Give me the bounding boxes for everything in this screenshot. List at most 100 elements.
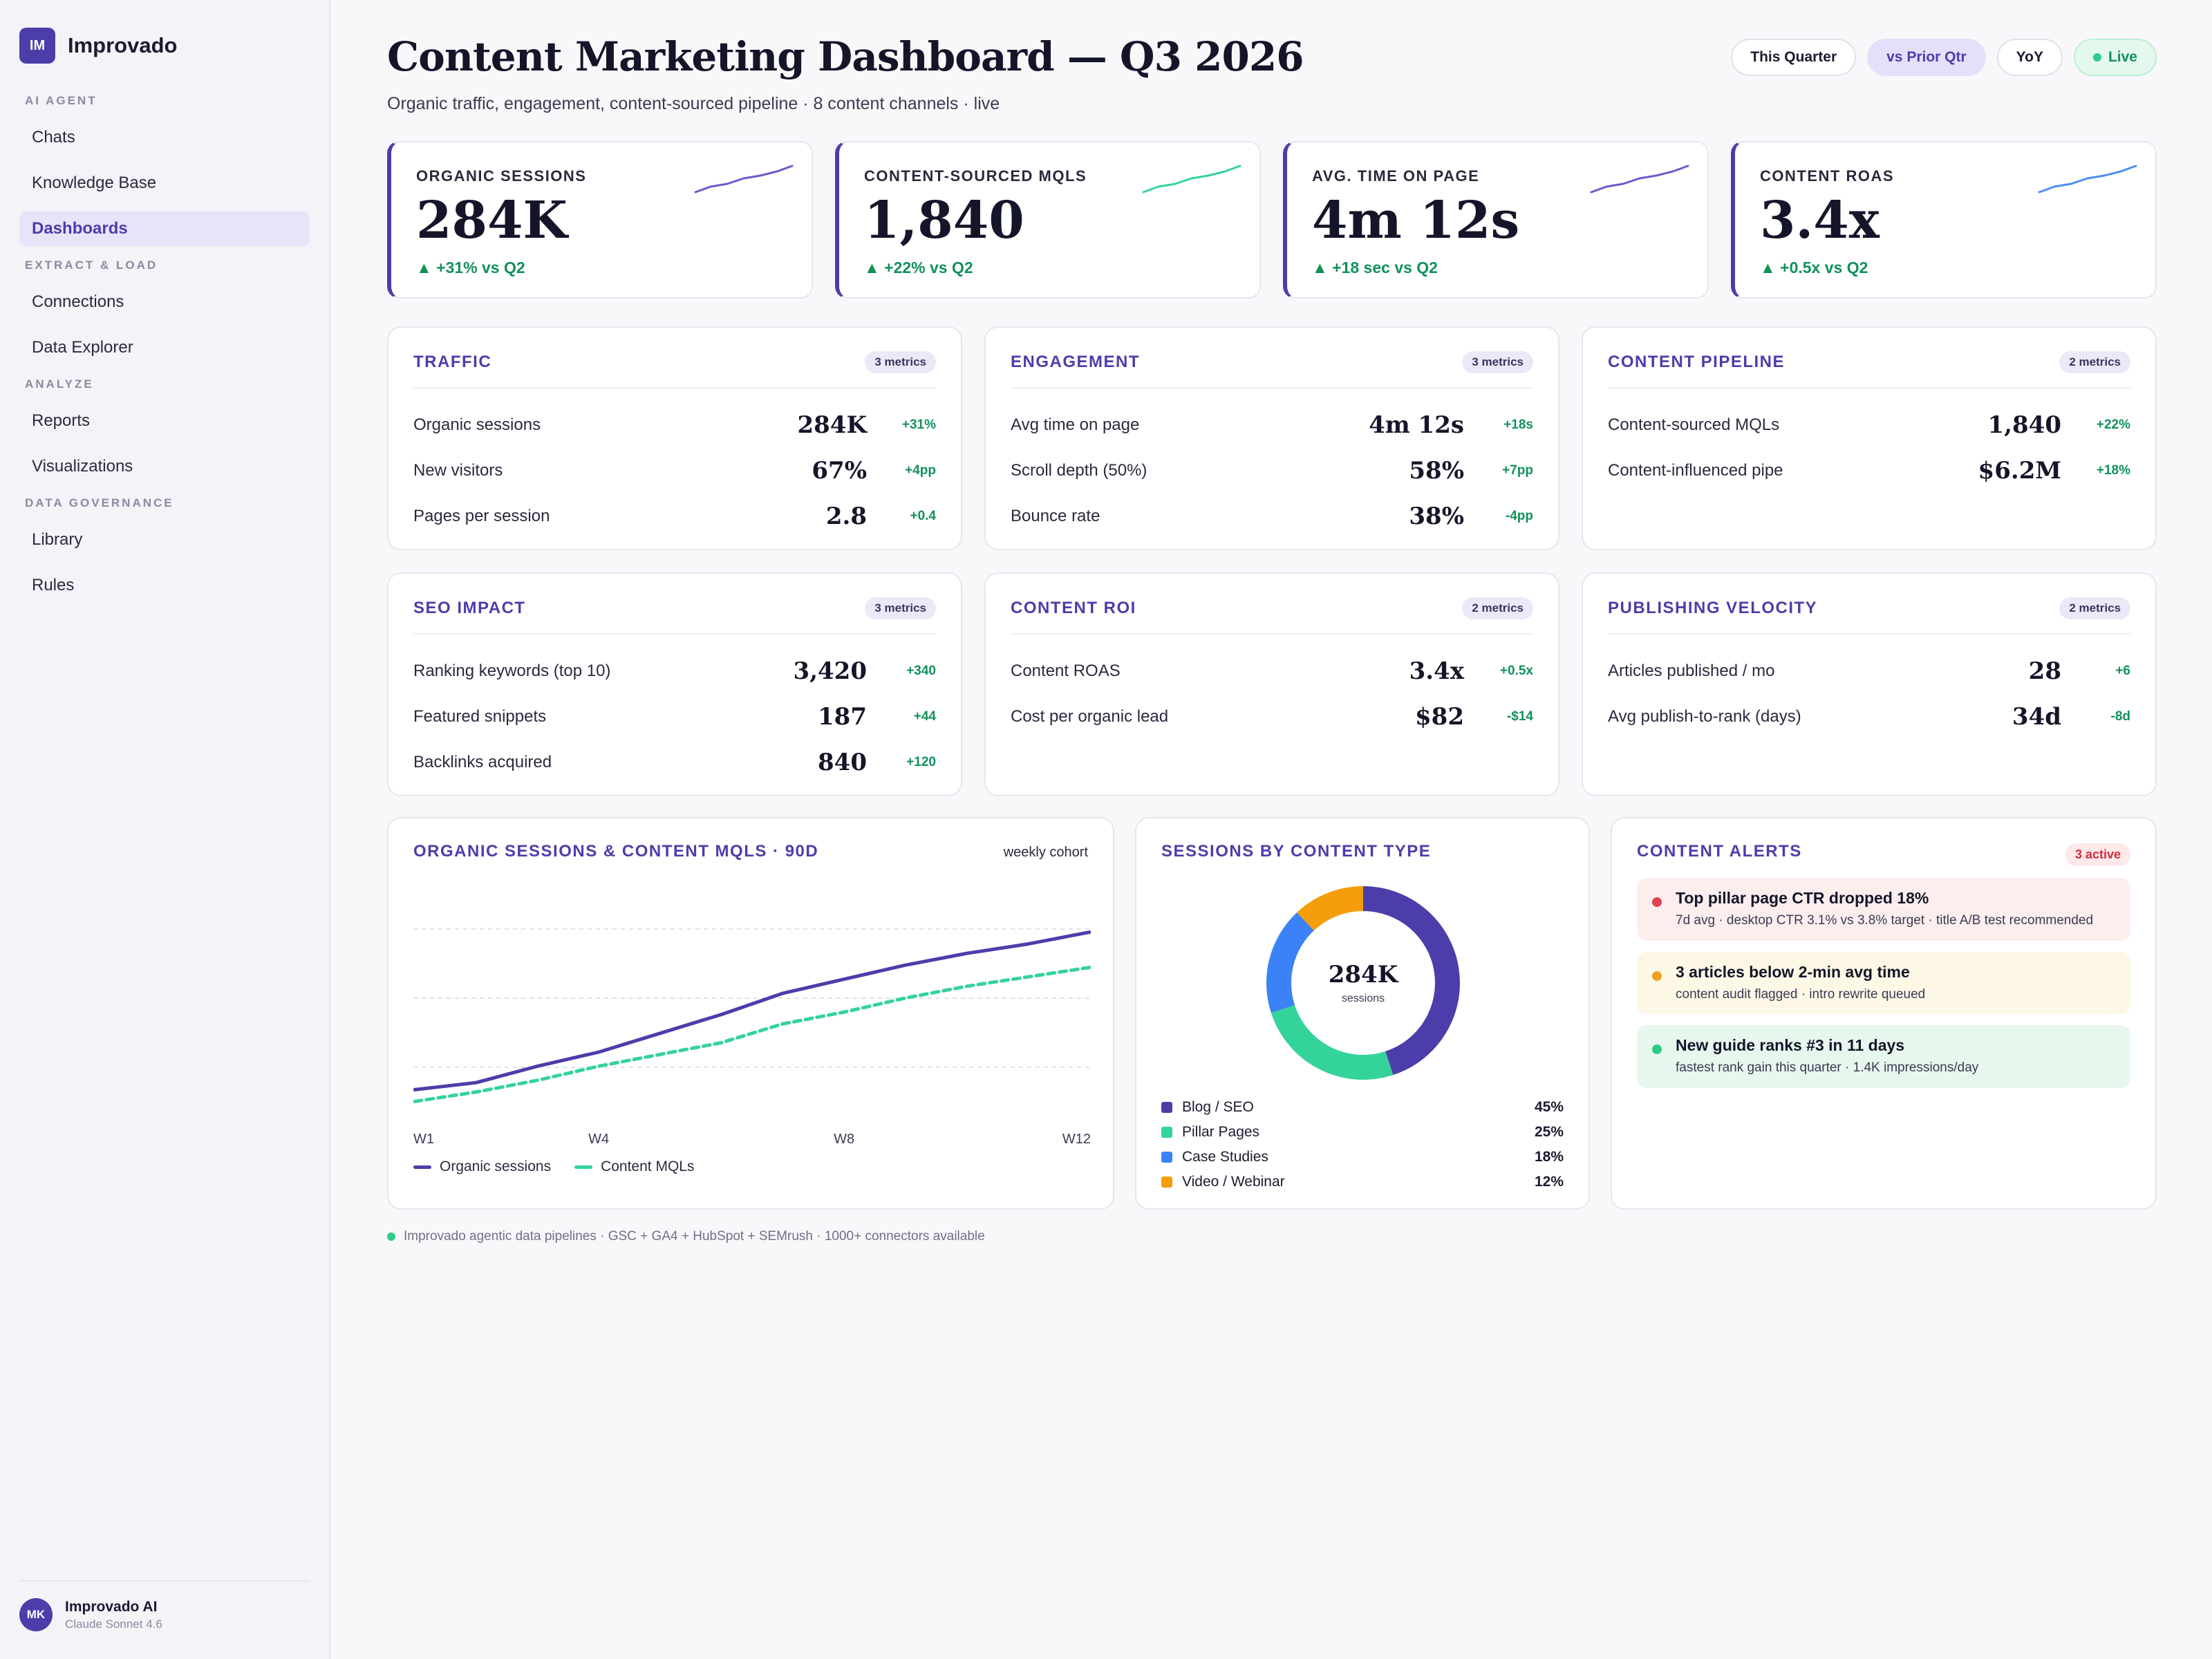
legend-value: 12% (1534, 1174, 1564, 1190)
donut-center-value: 284K (1328, 961, 1398, 988)
line-chart (413, 928, 1091, 1103)
sidebar-item-knowledge-base[interactable]: Knowledge Base (32, 174, 157, 192)
nav-section-label: EXTRACT & LOAD (25, 259, 158, 272)
user-name: Improvado AI (65, 1598, 158, 1615)
sidebar-item-connections[interactable]: Connections (32, 292, 124, 311)
alert-detail: fastest rank gain this quarter · 1.4K im… (1676, 1060, 1979, 1076)
metric-value: 1,840 (1987, 411, 2061, 439)
metric-row: Content-influenced pipe $6.2M +18% (1608, 448, 2130, 494)
sidebar-item-library[interactable]: Library (32, 530, 83, 549)
metric-row: Articles published / mo 28 +6 (1608, 648, 2130, 694)
legend-item: Content MQLs (574, 1159, 694, 1175)
sidebar-item-chats[interactable]: Chats (32, 128, 75, 147)
nav-section-label: ANALYZE (25, 377, 94, 391)
sidebar-item-rules[interactable]: Rules (32, 576, 75, 594)
live-dot-icon (2092, 53, 2101, 62)
metric-delta: +18% (2096, 463, 2130, 478)
sidebar-item-reports[interactable]: Reports (32, 411, 91, 430)
metric-label: Content-sourced MQLs (1608, 415, 1780, 434)
metric-row: Avg publish-to-rank (days) 34d -8d (1608, 694, 2130, 740)
metric-label: Organic sessions (413, 415, 541, 434)
legend-item: Organic sessions (413, 1159, 551, 1175)
kpi-label: AVG. TIME ON PAGE (1312, 167, 1480, 185)
card-title: CONTENT ROI (1011, 599, 1136, 617)
user-model: Claude Sonnet 4.6 (65, 1617, 162, 1631)
sidebar-item-dashboards[interactable]: Dashboards (19, 212, 310, 246)
metric-label: Scroll depth (50%) (1011, 461, 1147, 480)
alert-item[interactable]: New guide ranks #3 in 11 days fastest ran… (1637, 1025, 2130, 1088)
metric-value: 284K (797, 411, 867, 439)
metric-value: 3,420 (793, 657, 867, 685)
legend-swatch (1161, 1102, 1172, 1113)
metric-label: Pages per session (413, 507, 550, 525)
metric-value: 34d (2012, 703, 2061, 731)
nav-group: DATA GOVERNANCE Library Rules (19, 496, 310, 603)
metrics-count-chip: 2 metrics (2059, 597, 2130, 619)
metric-row: Scroll depth (50%) 58% +7pp (1011, 448, 1533, 494)
kpi-card-content-roas: CONTENT ROAS 3.4x ▲ +0.5x vs Q2 (1731, 141, 2157, 299)
kpi-value: 284K (416, 191, 568, 250)
metric-value: 38% (1409, 503, 1464, 530)
filter-vs-prior-qtr[interactable]: vs Prior Qtr (1867, 39, 1986, 76)
nav-group: EXTRACT & LOAD Connections Data Explorer (19, 259, 310, 365)
metric-label: Backlinks acquired (413, 753, 552, 771)
metric-value: 2.8 (825, 503, 867, 530)
line-chart-panel: ORGANIC SESSIONS & CONTENT MQLS · 90D we… (387, 817, 1114, 1210)
kpi-value: 1,840 (864, 191, 1024, 250)
metric-delta: +44 (913, 709, 936, 724)
metric-row: Organic sessions 284K +31% (413, 402, 936, 448)
x-tick-label: W4 (588, 1132, 609, 1147)
filter-label: YoY (2016, 49, 2043, 65)
x-axis-ticks: W1 W4 W8 W12 (413, 1132, 1091, 1147)
donut-slice-pillar-pages (1271, 1005, 1394, 1080)
card-title: ENGAGEMENT (1011, 353, 1141, 371)
metric-value: $82 (1415, 703, 1464, 731)
alerts-panel: CONTENT ALERTS 3 active Top pillar page … (1611, 817, 2157, 1210)
metrics-count-chip: 3 metrics (1462, 351, 1533, 373)
metrics-count-chip: 2 metrics (1462, 597, 1533, 619)
metric-delta: -8d (2110, 709, 2131, 724)
metric-delta: +6 (2115, 664, 2130, 678)
alert-item[interactable]: Top pillar page CTR dropped 18% 7d avg · … (1637, 878, 2130, 941)
card-content-pipeline: CONTENT PIPELINE 2 metrics Content-sourced… (1582, 326, 2157, 550)
x-tick-label: W8 (834, 1132, 854, 1147)
metric-label: Bounce rate (1011, 507, 1100, 525)
avatar: MK (19, 1598, 53, 1631)
kpi-card-avg-time-on-page: AVG. TIME ON PAGE 4m 12s ▲ +18 sec vs Q2 (1283, 141, 1709, 299)
metric-delta: -$14 (1506, 709, 1533, 724)
alert-severity-icon (1652, 897, 1662, 907)
footnote-text: Improvado agentic data pipelines · GSC +… (404, 1229, 985, 1244)
metric-row: Featured snippets 187 +44 (413, 694, 936, 740)
sidebar-item-data-explorer[interactable]: Data Explorer (32, 338, 133, 357)
legend-value: 18% (1534, 1149, 1564, 1165)
status-dot-icon (387, 1232, 395, 1241)
alert-item[interactable]: 3 articles below 2-min avg time content a… (1637, 951, 2130, 1015)
filter-yoy[interactable]: YoY (1996, 39, 2063, 76)
metric-value: 4m 12s (1369, 411, 1464, 439)
legend-swatch (413, 1165, 431, 1169)
user-profile[interactable]: MK Improvado AI Claude Sonnet 4.6 (19, 1580, 310, 1631)
kpi-delta: ▲ +22% vs Q2 (864, 259, 973, 276)
metric-value: 840 (818, 749, 867, 776)
filter-live[interactable]: Live (2073, 39, 2157, 76)
kpi-delta: ▲ +31% vs Q2 (416, 259, 525, 276)
nav-section-label: AI AGENT (25, 94, 97, 107)
sidebar-nav: AI AGENT Chats Knowledge Base Dashboards EXT… (19, 94, 310, 603)
bottom-row: ORGANIC SESSIONS & CONTENT MQLS · 90D we… (387, 817, 2157, 1210)
metric-value: 67% (812, 457, 867, 485)
line-chart-title: ORGANIC SESSIONS & CONTENT MQLS · 90D (413, 842, 819, 861)
brand[interactable]: IM Improvado (19, 28, 310, 64)
metric-label: New visitors (413, 461, 503, 480)
sidebar-item-visualizations[interactable]: Visualizations (32, 457, 133, 476)
series-line-content-mqls (413, 966, 1091, 1103)
kpi-card-organic-sessions: ORGANIC SESSIONS 284K ▲ +31% vs Q2 (387, 141, 813, 299)
legend-value: 45% (1534, 1099, 1564, 1115)
cohort-label: weekly cohort (1003, 845, 1088, 860)
filter-label: vs Prior Qtr (1886, 49, 1967, 65)
alert-detail: content audit flagged · intro rewrite qu… (1676, 986, 1926, 1002)
donut-legend-row: Pillar Pages 25% (1161, 1120, 1564, 1145)
alert-detail: 7d avg · desktop CTR 3.1% vs 3.8% target… (1676, 913, 2094, 928)
nav-section-label: DATA GOVERNANCE (25, 496, 174, 509)
filter-this-quarter[interactable]: This Quarter (1731, 39, 1857, 76)
donut-chart (1266, 886, 1460, 1080)
